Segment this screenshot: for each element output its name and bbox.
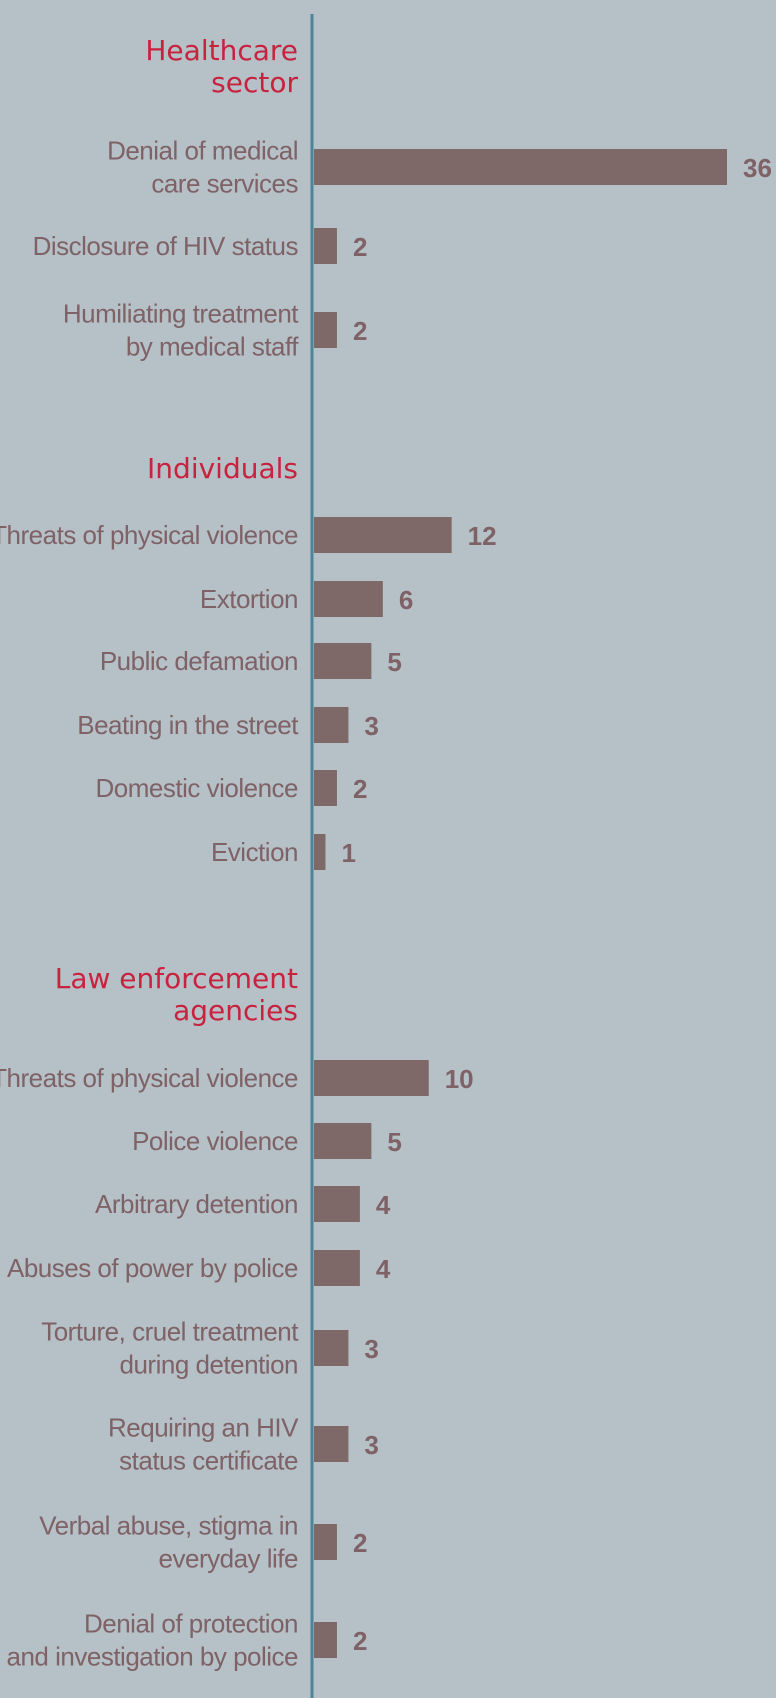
- value-label: 12: [468, 521, 497, 551]
- bar: [314, 517, 452, 553]
- category-label: Extortion: [200, 584, 298, 614]
- category-label: Disclosure of HIV status: [33, 231, 299, 261]
- bar: [314, 228, 337, 264]
- value-label: 10: [445, 1064, 474, 1094]
- value-label: 36: [743, 153, 772, 183]
- category-label: Torture, cruel treatment: [41, 1317, 299, 1347]
- value-label: 4: [376, 1190, 391, 1220]
- category-label: during detention: [120, 1350, 298, 1380]
- section-title: sector: [211, 66, 298, 99]
- value-label: 5: [387, 647, 401, 677]
- category-label: Abuses of power by police: [7, 1253, 298, 1283]
- category-label: care services: [151, 169, 298, 199]
- value-label: 3: [364, 1334, 378, 1364]
- section-title: Healthcare: [145, 34, 298, 67]
- category-label: Threats of physical violence: [0, 1063, 298, 1093]
- category-label: Threats of physical violence: [0, 520, 298, 550]
- bar: [314, 1622, 337, 1658]
- bar: [314, 581, 383, 617]
- section-title: Law enforcement: [55, 962, 298, 995]
- bar: [314, 1330, 349, 1366]
- bar: [314, 1250, 360, 1286]
- value-label: 2: [353, 1528, 367, 1558]
- bar: [314, 312, 337, 348]
- category-label: Denial of medical: [107, 136, 298, 166]
- bar: [314, 643, 372, 679]
- category-label: Beating in the street: [77, 710, 299, 740]
- bar: [314, 149, 727, 185]
- category-label: Police violence: [132, 1126, 298, 1156]
- category-label: Verbal abuse, stigma in: [39, 1511, 298, 1541]
- bar: [314, 1524, 337, 1560]
- bar: [314, 1426, 349, 1462]
- section-title: agencies: [173, 994, 298, 1027]
- category-label: status certificate: [119, 1446, 298, 1476]
- value-label: 2: [353, 232, 367, 262]
- category-label: Denial of protection: [84, 1609, 298, 1639]
- category-label: Arbitrary detention: [95, 1189, 298, 1219]
- value-label: 3: [364, 1430, 378, 1460]
- bar: [314, 834, 326, 870]
- value-label: 5: [387, 1127, 401, 1157]
- bar: [314, 1186, 360, 1222]
- category-label: and investigation by police: [7, 1642, 299, 1672]
- value-label: 6: [399, 585, 413, 615]
- value-label: 2: [353, 316, 367, 346]
- category-label: Public defamation: [100, 646, 298, 676]
- category-label: Humiliating treatment: [63, 299, 299, 329]
- bar: [314, 1123, 372, 1159]
- value-label: 2: [353, 774, 367, 804]
- value-label: 4: [376, 1254, 391, 1284]
- category-label: Requiring an HIV: [108, 1413, 299, 1443]
- value-label: 2: [353, 1626, 367, 1656]
- category-label: Eviction: [211, 837, 298, 867]
- category-label: everyday life: [159, 1544, 298, 1574]
- category-label: Domestic violence: [96, 773, 299, 803]
- value-label: 1: [341, 838, 355, 868]
- bar: [314, 770, 337, 806]
- bar: [314, 1060, 429, 1096]
- category-label: by medical staff: [126, 332, 299, 362]
- section-title: Individuals: [147, 452, 298, 485]
- bar: [314, 707, 349, 743]
- value-label: 3: [364, 711, 378, 741]
